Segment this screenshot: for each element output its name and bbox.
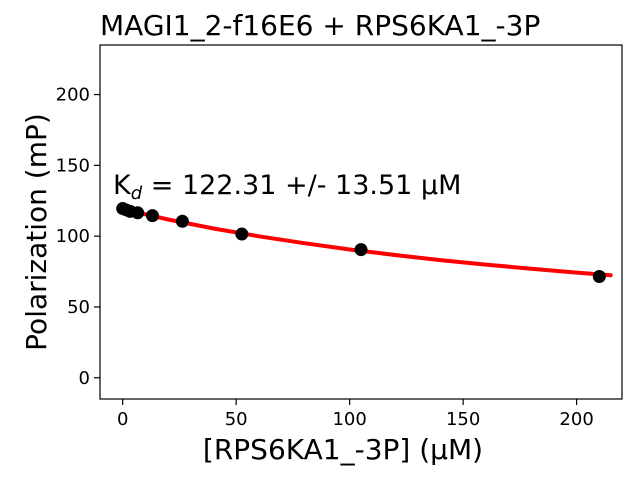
y-tick-label: 150 <box>56 155 90 176</box>
kd-annotation: Kd = 122.31 +/- 13.51 μM <box>113 170 461 204</box>
kd-annotation-text: = 122.31 +/- 13.51 μM <box>142 170 461 201</box>
y-tick-label: 100 <box>56 226 90 247</box>
y-tick-label: 50 <box>67 297 90 318</box>
y-axis-label: Polarization (mP) <box>20 113 53 351</box>
data-point <box>592 270 606 284</box>
data-point <box>235 227 249 241</box>
x-axis-label: [RPS6KA1_-3P] (μM) <box>203 433 483 466</box>
x-tick-label: 150 <box>446 409 480 430</box>
y-tick-label: 200 <box>56 85 90 106</box>
data-point <box>175 214 189 228</box>
kd-annotation-prefix: K <box>113 170 132 201</box>
chart-title: MAGI1_2-f16E6 + RPS6KA1_-3P <box>100 9 540 42</box>
x-tick-label: 50 <box>225 409 248 430</box>
data-point <box>354 243 368 257</box>
x-tick-label: 100 <box>332 409 366 430</box>
data-point <box>145 209 159 223</box>
x-tick-label: 200 <box>559 409 593 430</box>
fit-curve <box>120 207 613 278</box>
kd-annotation-subscript: d <box>131 183 143 204</box>
data-point <box>131 206 145 220</box>
plot-frame <box>99 44 623 400</box>
plot-area: 0 50 100 150 200 0 50 100 150 200 <box>56 44 623 430</box>
y-tick-label: 0 <box>79 368 90 389</box>
x-tick-label: 0 <box>117 409 128 430</box>
